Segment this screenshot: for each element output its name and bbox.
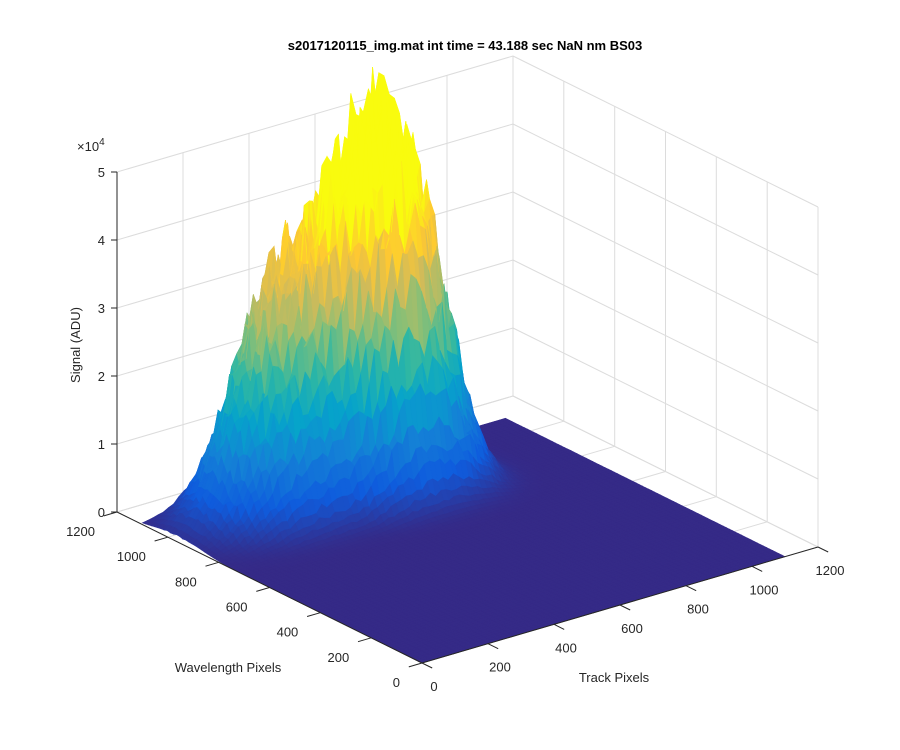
grid-line	[512, 191, 819, 344]
grid-line	[512, 259, 819, 412]
grid-line	[116, 55, 514, 173]
surface-layer	[141, 66, 786, 664]
grid-line	[512, 55, 819, 208]
grid-line	[512, 327, 819, 480]
grid-line	[512, 123, 819, 276]
grid-line	[116, 123, 514, 241]
